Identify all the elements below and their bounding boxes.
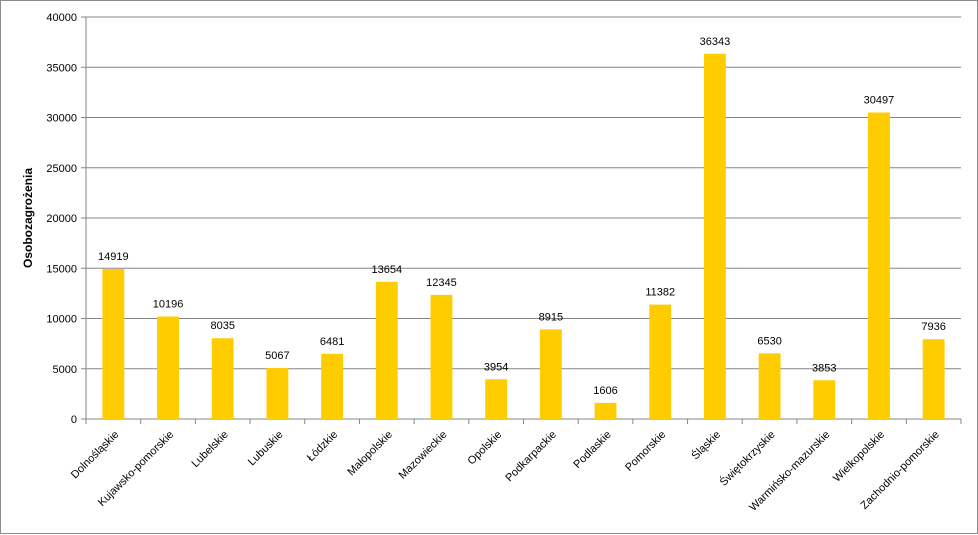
data-label: 8915 <box>539 311 563 323</box>
data-label: 11382 <box>645 287 675 299</box>
x-tick-label: Mazowieckie <box>397 429 450 482</box>
bar <box>594 402 617 419</box>
x-tick-label: Podkarpackie <box>503 429 559 485</box>
data-label: 10196 <box>153 299 184 311</box>
data-label: 5067 <box>265 350 289 362</box>
x-tick-label: Lubelskie <box>189 429 230 470</box>
y-tick-label: 5000 <box>53 364 77 376</box>
bar <box>375 281 398 419</box>
data-label: 3853 <box>812 362 836 374</box>
y-tick-label: 15000 <box>46 263 77 275</box>
data-label: 14919 <box>98 251 129 263</box>
bar <box>485 379 508 419</box>
y-tick-label: 10000 <box>46 314 77 326</box>
data-label: 3954 <box>484 361 508 373</box>
data-label: 6481 <box>320 336 344 348</box>
bar <box>430 294 453 419</box>
x-tick-label: Śląskie <box>689 428 723 462</box>
y-tick-label: 40000 <box>46 12 77 24</box>
bar <box>868 112 890 419</box>
bar <box>157 316 179 419</box>
data-label: 1606 <box>593 385 617 397</box>
data-label: 7936 <box>921 321 945 333</box>
bar <box>102 269 125 419</box>
x-tick-label: Małopolskie <box>345 429 395 479</box>
x-tick-label: Pomorskie <box>623 429 668 474</box>
bar <box>211 338 234 419</box>
x-tick-label: Lubuskie <box>246 429 286 469</box>
bar <box>922 339 945 419</box>
bar <box>649 304 672 419</box>
x-tick-label: Świętokrzyskie <box>717 428 778 489</box>
data-label: 8035 <box>210 320 234 332</box>
gridlines <box>86 16 961 370</box>
x-tick-label: Dolnośląskie <box>69 429 122 482</box>
y-axis-title: Osobozagrożenia <box>21 168 35 268</box>
x-tick-label: Wielkopolskie <box>831 429 887 485</box>
bar <box>266 368 289 419</box>
x-tick-label: Łódzkie <box>305 429 340 464</box>
data-label: 36343 <box>700 36 731 48</box>
data-label: 6530 <box>757 335 781 347</box>
y-tick-labels: 0 5000 10000 15000 20000 25000 30000 35000 40000 <box>46 12 77 426</box>
y-tick-label: 20000 <box>46 213 77 225</box>
y-tick-label: 25000 <box>46 163 77 175</box>
x-tick-label: Podlaskie <box>571 429 613 471</box>
y-tick-label: 30000 <box>46 113 77 125</box>
y-tick-label: 35000 <box>46 62 77 74</box>
bar <box>703 53 726 420</box>
bar <box>539 329 562 419</box>
bars <box>102 53 945 420</box>
data-labels: 14919 10196 8035 5067 6481 13654 12345 3954 8915… <box>98 36 946 397</box>
data-label: 13654 <box>371 264 402 276</box>
data-label: 12345 <box>426 277 457 289</box>
x-tick-label: Opolskie <box>466 429 505 468</box>
bar <box>813 380 836 419</box>
bar <box>758 353 781 419</box>
bar <box>321 353 344 419</box>
data-label: 30497 <box>864 95 895 107</box>
y-tick-label: 0 <box>71 414 77 426</box>
